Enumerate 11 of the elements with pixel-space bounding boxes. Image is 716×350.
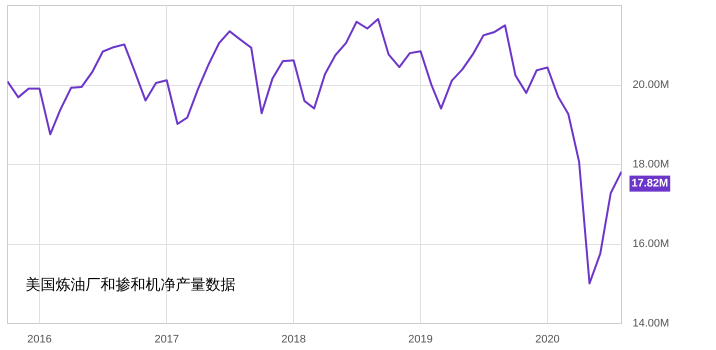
data-label: 17.82M <box>632 178 668 190</box>
y-tick-label: 14.00M <box>632 318 670 330</box>
y-tick-label: 18.00M <box>632 158 670 170</box>
text: 美国炼油厂和掺和机净产量数据 <box>26 276 236 294</box>
x-tick-label: 2020 <box>535 334 560 346</box>
x-tick-label: 2019 <box>408 334 433 346</box>
x-tick-label: 2017 <box>154 334 179 346</box>
x-tick-label: 2016 <box>27 334 52 346</box>
y-tick-label: 16.00M <box>632 238 670 250</box>
y-tick-label: 20.00M <box>632 79 670 91</box>
x-tick-label: 2018 <box>281 334 306 346</box>
